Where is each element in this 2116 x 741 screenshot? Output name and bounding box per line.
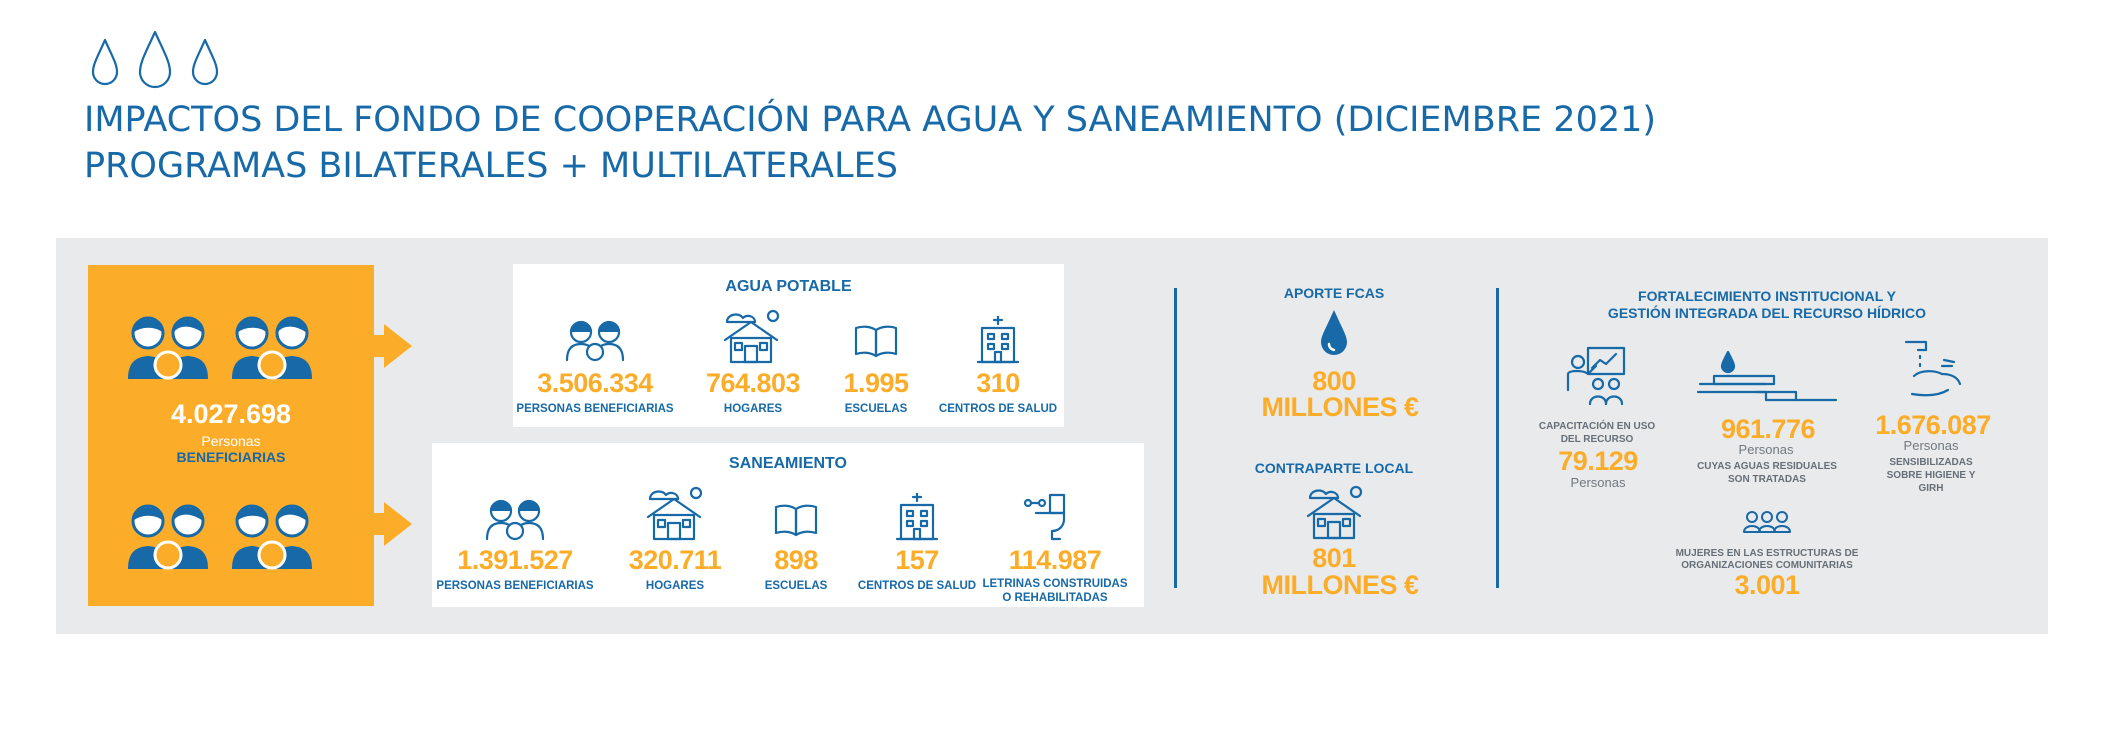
total-beneficiaries-box: 4.027.698 Personas BENEFICIARIAS: [88, 265, 374, 606]
aguas-number: 961.776: [1720, 414, 1816, 444]
capacitacion-number: 79.129: [1558, 446, 1638, 476]
people-icon: [485, 495, 545, 541]
aporte-unit: MILLONES €: [1261, 392, 1419, 422]
presentation-icon: [1566, 344, 1628, 406]
book-icon: [854, 324, 898, 358]
book-icon: [774, 503, 818, 537]
water-drop-icon: [1318, 308, 1350, 358]
people-group-icon: [122, 491, 336, 571]
aporte-title: APORTE FCAS: [1283, 285, 1385, 301]
saneamiento-box: SANEAMIENTO 1.391.527 PERSONAS BENEFICIA…: [432, 443, 1144, 607]
sensibilizadas-label3: GIRH: [1918, 483, 1944, 494]
saneamiento-title: SANEAMIENTO: [729, 455, 847, 472]
mujeres-number: 3.001: [1734, 570, 1800, 600]
fortalecimiento-title1: FORTALECIMIENTO INSTITUCIONAL Y: [1638, 288, 1896, 304]
san-letrinas-label2: O REHABILITADAS: [1002, 592, 1108, 604]
capacitacion-unit: Personas: [1570, 475, 1626, 490]
arrow-right-icon: [384, 324, 412, 368]
house-icon: [1304, 484, 1366, 540]
capacitacion-label2: DEL RECURSO: [1560, 434, 1634, 445]
contraparte-amount: 801: [1312, 543, 1356, 573]
capacitacion-label1: CAPACITACIÓN EN USO: [1538, 421, 1656, 432]
agua-escuelas-number: 1.995: [843, 368, 909, 398]
total-label-beneficiarias: BENEFICIARIAS: [176, 449, 286, 465]
mujeres-label2: ORGANIZACIONES COMUNITARIAS: [1681, 560, 1853, 571]
women-group-icon: [1742, 510, 1792, 534]
san-hogares-label: HOGARES: [645, 580, 705, 592]
aguas-unit: Personas: [1738, 442, 1794, 457]
mujeres-label1: MUJERES EN LAS ESTRUCTURAS DE: [1675, 548, 1859, 559]
fortalecimiento-title2: GESTIÓN INTEGRADA DEL RECURSO HÍDRICO: [1607, 305, 1927, 321]
agua-potable-title: AGUA POTABLE: [725, 278, 852, 295]
agua-hogares-number: 764.803: [705, 368, 801, 398]
divider-line: [1496, 288, 1499, 588]
agua-potable-box: AGUA POTABLE 3.506.334 PERSONAS BENEFICI…: [513, 264, 1064, 427]
arrow-agua: [374, 335, 384, 357]
san-personas-number: 1.391.527: [457, 545, 573, 575]
sensibilizadas-label2: SOBRE HIGIENE Y: [1886, 470, 1976, 481]
toilet-icon: [1020, 493, 1070, 541]
agua-centros-number: 310: [976, 368, 1020, 398]
house-icon: [644, 485, 706, 541]
contraparte-title: CONTRAPARTE LOCAL: [1254, 460, 1414, 476]
agua-hogares-label: HOGARES: [723, 403, 783, 415]
san-hogares-number: 320.711: [628, 545, 722, 575]
san-letrinas-label1: LETRINAS CONSTRUIDAS: [982, 578, 1128, 590]
san-escuelas-number: 898: [774, 545, 818, 575]
san-centros-label: CENTROS DE SALUD: [857, 580, 977, 592]
house-icon: [721, 308, 783, 364]
san-escuelas-label: ESCUELAS: [764, 580, 828, 592]
agua-centros-label: CENTROS DE SALUD: [938, 403, 1058, 415]
hospital-icon: [895, 493, 939, 541]
sensibilizadas-unit: Personas: [1903, 438, 1959, 453]
handwashing-icon: [1904, 340, 1964, 402]
total-label-personas: Personas: [201, 433, 261, 449]
agua-personas-label: PERSONAS BENEFICIARIAS: [516, 403, 674, 415]
total-number: 4.027.698: [170, 399, 292, 429]
water-drops-icon: [88, 30, 224, 90]
sensibilizadas-label1: SENSIBILIZADAS: [1889, 457, 1973, 468]
aguas-label1: CUYAS AGUAS RESIDUALES: [1697, 461, 1837, 472]
arrow-right-icon: [384, 502, 412, 546]
page-title: IMPACTOS DEL FONDO DE COOPERACIÓN PARA A…: [84, 100, 1657, 140]
arrow-saneamiento: [374, 513, 384, 535]
sensibilizadas-number: 1.676.087: [1875, 410, 1991, 440]
agua-escuelas-label: ESCUELAS: [844, 403, 908, 415]
contraparte-unit: MILLONES €: [1261, 570, 1419, 600]
aguas-label2: SON TRATADAS: [1728, 474, 1806, 485]
san-personas-label: PERSONAS BENEFICIARIAS: [436, 580, 594, 592]
page-subtitle: PROGRAMAS BILATERALES + MULTILATERALES: [84, 146, 898, 186]
divider-line: [1174, 288, 1177, 588]
water-treatment-icon: [1696, 350, 1838, 408]
aporte-amount: 800: [1312, 366, 1356, 396]
san-letrinas-number: 114.987: [1008, 545, 1102, 575]
people-group-icon: [122, 307, 336, 381]
agua-personas-number: 3.506.334: [537, 368, 653, 398]
san-centros-number: 157: [895, 545, 939, 575]
people-icon: [565, 316, 625, 362]
hospital-icon: [976, 316, 1020, 364]
